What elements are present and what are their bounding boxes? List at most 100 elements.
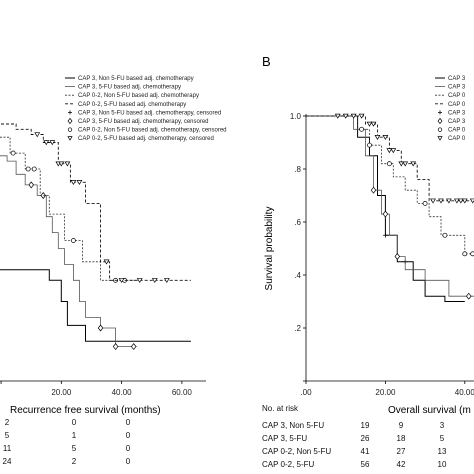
panel-a-at-risk-count: 11 [3,444,12,453]
panel-b-at-risk-count: 26 [361,434,370,443]
panel-b-censor-mark-cap02_5fu [350,113,357,119]
panel-b-at-risk-row-label: CAP 3, 5-FU [262,434,307,443]
panel-b-legend-marker [437,127,443,132]
panel-a-censor-mark-cap02_non5fu [70,238,76,243]
panel-b-censor-mark-cap02_non5fu [367,142,372,148]
panel-a-recurrence-free-survival: 20.00 40.00 60.00 Recurrence free survival … [0,76,227,466]
panel-a-censor-mark-cap02_5fu [49,140,56,146]
panel-a-at-risk-count: 0 [126,457,131,466]
panel-b-x-tick-label: 20.00 [375,388,396,397]
panel-a-series-cap02_non5fu [0,136,137,281]
panel-b-at-risk-count: 27 [397,447,406,456]
panel-b-x-tick-label: 40.00 [455,388,474,397]
panel-b-censor-mark-cap02_non5fu [422,201,428,206]
panel-a-censor-mark-cap02_non5fu [25,166,31,172]
panel-b-legend-entry: CAP 3 [448,85,466,91]
panel-b-y-tick-label: .2 [294,324,301,333]
panel-b-censor-mark-cap02_5fu [390,148,397,154]
panel-a-censor-mark-cap02_5fu [151,278,158,284]
panel-a-x-tick-label: 20.00 [51,388,72,397]
panel-b-y-tick-label: 1.0 [290,112,302,121]
panel-a-legend-entry: CAP 0-2, Non 5-FU based adj. chemotherap… [78,93,199,99]
panel-b-censor-mark-cap02_5fu [453,198,460,204]
panel-b-censor-mark-cap3_non5fu [383,232,388,238]
panel-b-at-risk-count: 9 [399,421,404,430]
panel-a-legend-entry: CAP 3, Non 5-FU based adj. chemotherapy [78,76,194,82]
panel-b-censor-mark-cap02_5fu [370,121,377,127]
panel-b-at-risk-count: 3 [440,421,445,430]
panel-b-legend-entry: CAP 0 [448,136,466,142]
panel-b-legend-entry: CAP 0 [448,93,466,99]
panel-a-legend-marker [67,127,73,132]
panel-b-censor-mark-cap3_5fu [466,292,472,300]
panel-a-censor-mark-cap3_5fu [28,181,34,189]
panel-a-legend-marker [67,117,73,125]
panel-b-legend-marker [437,136,443,141]
panel-b-series-cap3_5fu [306,115,474,297]
panel-a-censor-mark-cap02_5fu [136,278,143,284]
panel-b-y-tick-label: .8 [294,165,301,174]
panel-b-at-risk-heading: No. at risk [262,404,299,413]
panel-a-censor-mark-cap02_5fu [43,140,50,146]
panel-b-censor-mark-cap3_5fu [382,210,389,218]
panel-b-censor-mark-cap02_5fu [457,198,464,204]
panel-a-series-cap3_5fu [0,155,137,347]
panel-b-at-risk-count: 56 [361,460,370,469]
panel-b-at-risk-count: 18 [397,434,406,443]
panel-b-legend-entry: CAP 3 [448,110,466,116]
panel-b-censor-mark-cap3_5fu [394,252,401,260]
panel-b-censor-mark-cap02_5fu [386,148,393,154]
panel-b-censor-mark-cap3_5fu [370,186,377,194]
panel-b-censor-mark-cap02_non5fu [386,161,392,167]
panel-b-legend-entry: CAP 3 [448,119,466,125]
panel-b-censor-mark-cap02_5fu [445,198,452,204]
panel-b-legend-marker [437,117,443,125]
panel-a-censor-mark-cap3_5fu [130,343,137,351]
panel-b-censor-mark-cap02_non5fu [470,251,474,257]
panel-a-legend-marker [67,136,73,141]
panel-a-legend-entry: CAP 3, Non 5-FU based adj. chemotherapy,… [78,110,221,116]
panel-a-censor-mark-cap02_5fu [70,180,77,186]
panel-b-censor-mark-cap02_5fu [410,161,417,167]
panel-a-legend-marker [68,110,72,115]
panel-b-censor-mark-cap02_5fu [334,113,341,119]
panel-a-censor-mark-cap02_5fu [163,278,170,284]
panel-b-x-tick-label: .00 [300,388,312,397]
panel-a-censor-mark-cap02_5fu [34,132,41,138]
panel-a-at-risk-count: 24 [3,457,12,466]
panel-b-x-axis-title: Overall survival (m [388,405,471,416]
panel-a-legend-entry: CAP 0-2, 5-FU based adj. chemotherapy, c… [78,136,214,142]
panel-a-legend-entry: CAP 0-2, Non 5-FU based adj. chemotherap… [78,128,227,134]
panel-a-series-cap02_5fu [0,123,191,281]
panel-a-legend-entry: CAP 0-2, 5-FU based adj. chemotherapy [78,102,186,108]
panel-a-at-risk-count: 0 [126,431,131,440]
panel-b-at-risk-count: 19 [361,421,370,430]
panel-b-censor-mark-cap02_non5fu [359,126,364,132]
panel-a-at-risk-count: 2 [5,418,10,427]
panel-a-at-risk-count: 0 [126,444,131,453]
panel-b-at-risk-count: 42 [397,460,406,469]
panel-b-censor-mark-cap02_5fu [402,161,409,167]
panel-a-at-risk-count: 5 [72,444,77,453]
panel-b-overall-survival: B .2 .4 .6 .8 1.0 .00 20.00 40.00 Overall surviv… [262,54,474,469]
panel-b-censor-mark-cap02_non5fu [462,251,468,257]
panel-b-censor-mark-cap02_5fu [469,198,474,204]
panel-b-at-risk-row-label: CAP 0-2, Non 5-FU [262,447,331,456]
panel-a-censor-mark-cap3_5fu [112,343,119,351]
panel-a-at-risk-count: 2 [72,457,77,466]
panel-b-censor-mark-cap02_5fu [430,198,436,204]
panel-a-censor-mark-cap3_5fu [97,324,104,332]
panel-b-series-cap02_non5fu [306,115,474,255]
panel-a-x-tick-label: 60.00 [172,388,193,397]
panel-b-at-risk-count: 5 [440,434,445,443]
panel-a-at-risk-count: 0 [126,418,131,427]
panel-a-series-cap3_non5fu [0,269,191,342]
panel-b-at-risk-count: 10 [438,460,447,469]
panel-b-at-risk-row-label: CAP 0-2, 5-FU [262,460,315,469]
panel-b-legend-entry: CAP 3 [448,76,466,82]
panel-b-censor-mark-cap02_5fu [374,135,381,140]
panel-a-x-axis-title: Recurrence free survival (months) [10,405,161,416]
panel-b-letter: B [262,54,271,69]
panel-b-legend-entry: CAP 0 [448,128,466,134]
panel-a-censor-mark-cap02_5fu [118,278,125,284]
